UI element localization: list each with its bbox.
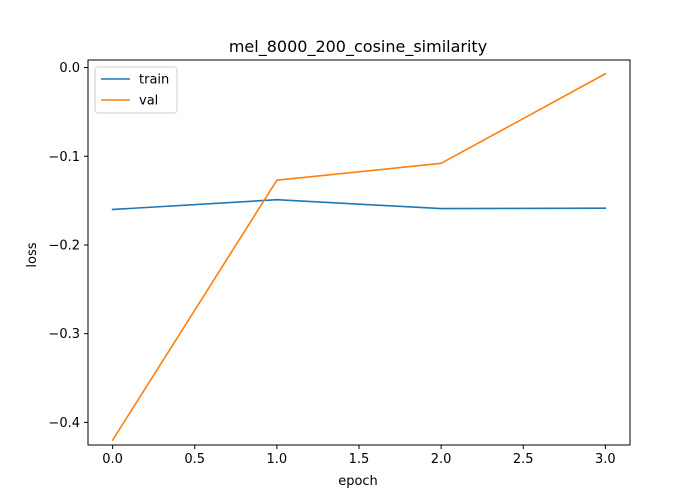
y-tick-label: 0.0 [59,61,80,76]
legend-label-train: train [139,73,169,88]
legend-label-val: val [139,94,158,109]
x-tick-label: 0.5 [184,452,205,467]
x-tick-label: 3.0 [595,452,616,467]
legend: train val [94,66,178,114]
x-tick-label: 2.0 [431,452,452,467]
x-axis-label: epoch [338,474,378,489]
y-tick-label: −0.2 [48,238,80,253]
y-tick-label: −0.3 [48,327,80,342]
x-tick-label: 1.5 [349,452,370,467]
y-axis-label: loss [25,242,40,267]
series-line-val [111,72,607,442]
x-tick-label: 1.0 [267,452,288,467]
y-tick-label: −0.4 [48,416,80,431]
x-tick-label: 2.5 [513,452,534,467]
y-tick-label: −0.1 [48,150,80,165]
series-line-train [111,198,607,211]
chart-title: mel_8000_200_cosine_similarity [229,37,487,57]
axes: 0.0 0.5 1.0 1.5 2.0 2.5 3.0 0.0 −0.1 −0.2 −0.3 −0.4 [48,59,631,467]
x-tick-label: 0.0 [102,452,123,467]
plot-area [111,72,607,442]
